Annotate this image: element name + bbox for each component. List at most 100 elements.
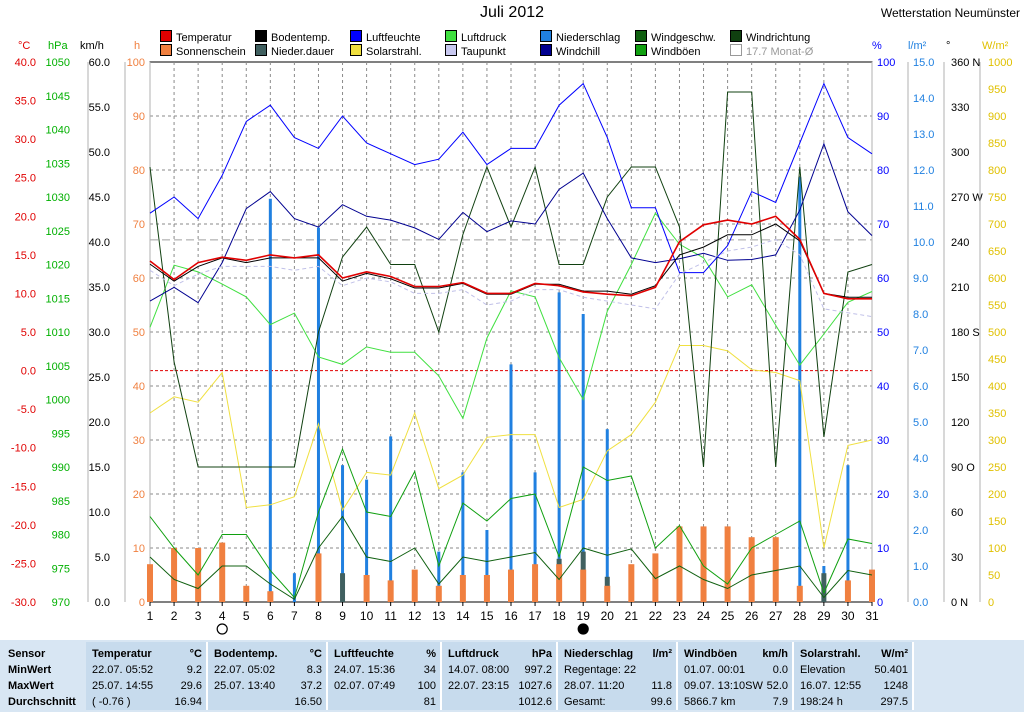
summary-value: 16.50 bbox=[294, 696, 322, 708]
x-tick-label: 5 bbox=[243, 609, 250, 623]
legend-swatch bbox=[350, 30, 362, 42]
summary-panel: Sensor MinWert MaxWert Durchschnitt Temp… bbox=[0, 640, 1024, 712]
legend-item[interactable]: Luftfeuchte bbox=[350, 30, 420, 45]
solar-tick-label: 950 bbox=[988, 84, 1006, 96]
summary-value: 52.0 bbox=[766, 680, 788, 692]
x-tick-label: 11 bbox=[384, 609, 397, 623]
wind-tick-label: 20.0 bbox=[89, 417, 110, 429]
summary-header: Sensor bbox=[8, 648, 46, 660]
x-tick-label: 21 bbox=[625, 609, 639, 623]
pressure-tick-label: 990 bbox=[52, 462, 70, 474]
x-tick-label: 26 bbox=[745, 609, 759, 623]
legend-label: Nieder.dauer bbox=[271, 46, 334, 58]
summary-header: Solarstrahl. bbox=[800, 648, 861, 660]
dir-tick-label: 60 bbox=[951, 507, 963, 519]
sunshine-bar bbox=[171, 548, 178, 602]
solar-tick-label: 50 bbox=[988, 570, 1000, 582]
dir-tick-label: 90 O bbox=[951, 462, 975, 474]
x-tick-label: 7 bbox=[291, 609, 298, 623]
series-line-windben bbox=[149, 447, 873, 599]
x-tick-label: 12 bbox=[408, 609, 422, 623]
legend-item[interactable]: Windgeschw. bbox=[635, 30, 716, 45]
legend-label: Bodentemp. bbox=[271, 32, 331, 44]
summary-value: 7.9 bbox=[772, 696, 788, 708]
temp-tick-label: -10.0 bbox=[11, 443, 36, 455]
summary-label: 14.07. 08:00 bbox=[448, 664, 510, 676]
summary-label: 16.07. 12:55 bbox=[800, 680, 862, 692]
humidity-tick-label: 90 bbox=[877, 111, 889, 123]
humidity-axis-unit: % bbox=[872, 40, 882, 52]
wind-tick-label: 25.0 bbox=[89, 372, 110, 384]
summary-label: 09.07. 13:10SW bbox=[684, 680, 763, 692]
pressure-tick-label: 1020 bbox=[46, 260, 70, 272]
summary-header: Windböen bbox=[684, 648, 738, 660]
legend-label: Solarstrahl. bbox=[366, 46, 422, 58]
sunshine-bar bbox=[147, 564, 153, 602]
temp-tick-label: -30.0 bbox=[11, 597, 36, 609]
x-tick-label: 19 bbox=[577, 609, 591, 623]
x-tick-label: 14 bbox=[456, 609, 470, 623]
x-tick-label: 4 bbox=[219, 609, 226, 623]
full-moon-icon bbox=[216, 623, 228, 635]
precip-tick-label: 13.0 bbox=[913, 129, 934, 141]
temp-tick-label: -20.0 bbox=[11, 520, 36, 532]
precip-tick-label: 15.0 bbox=[913, 57, 934, 69]
humidity-tick-label: 80 bbox=[877, 165, 889, 177]
legend-item[interactable]: Luftdruck bbox=[445, 30, 506, 45]
precip-tick-label: 2.0 bbox=[913, 525, 928, 537]
sunshine-bar bbox=[748, 537, 755, 602]
legend-swatch bbox=[160, 30, 172, 42]
dir-tick-label: 180 S bbox=[951, 327, 980, 339]
summary-unit: km/h bbox=[762, 648, 788, 660]
legend-item[interactable]: Nieder.dauer bbox=[255, 44, 334, 59]
precip-bar bbox=[581, 314, 585, 602]
pressure-tick-label: 1030 bbox=[46, 192, 70, 204]
temp-tick-label: 5.0 bbox=[21, 327, 36, 339]
legend-item[interactable]: Temperatur bbox=[160, 30, 232, 45]
summary-value: 1248 bbox=[883, 680, 908, 692]
legend-item[interactable]: Windböen bbox=[635, 44, 701, 59]
precip-tick-label: 14.0 bbox=[913, 93, 934, 105]
precip-tick-label: 1.0 bbox=[913, 561, 928, 573]
chart-title: Juli 2012 bbox=[479, 4, 545, 21]
legend-swatch bbox=[255, 30, 267, 42]
humidity-tick-label: 40 bbox=[877, 381, 889, 393]
pressure-tick-label: 1010 bbox=[46, 327, 70, 339]
sunshine-bar bbox=[796, 585, 803, 602]
legend-item[interactable]: Windrichtung bbox=[730, 30, 810, 45]
summary-humidity: Luftfeuchte% 24.07. 15:36 34 02.07. 07:49 10… bbox=[328, 642, 442, 710]
sun-tick-label: 50 bbox=[133, 327, 145, 339]
precip-bar bbox=[461, 472, 465, 602]
x-tick-label: 23 bbox=[673, 609, 687, 623]
solar-tick-label: 800 bbox=[988, 165, 1006, 177]
summary-value: 100 bbox=[417, 680, 436, 692]
sunshine-bar bbox=[724, 526, 731, 602]
legend-item[interactable]: 17.7 Monat-Ø bbox=[730, 44, 813, 59]
sun-tick-label: 90 bbox=[133, 111, 145, 123]
precip-bar bbox=[268, 198, 272, 603]
legend-item[interactable]: Niederschlag bbox=[540, 30, 620, 45]
legend-item[interactable]: Bodentemp. bbox=[255, 30, 330, 45]
weather-chart: 40.035.030.025.020.015.010.05.00.0-5.0-1… bbox=[11, 57, 1012, 635]
legend-checkbox[interactable] bbox=[730, 44, 742, 56]
legend-swatch bbox=[635, 44, 647, 56]
temp-tick-label: 40.0 bbox=[15, 57, 36, 69]
sunshine-bar bbox=[363, 575, 370, 602]
pressure-tick-label: 1025 bbox=[46, 226, 70, 238]
legend-item[interactable]: Windchill bbox=[540, 44, 600, 59]
sunshine-bar bbox=[243, 585, 250, 602]
summary-label: 22.07. 05:52 bbox=[92, 664, 154, 676]
summary-value: 997.2 bbox=[524, 664, 552, 676]
legend-item[interactable]: Solarstrahl. bbox=[350, 44, 422, 59]
solar-tick-label: 600 bbox=[988, 273, 1006, 285]
humidity-tick-label: 70 bbox=[877, 219, 889, 231]
solar-tick-label: 700 bbox=[988, 219, 1006, 231]
humidity-tick-label: 50 bbox=[877, 327, 889, 339]
summary-value: 0.0 bbox=[772, 664, 788, 676]
x-tick-label: 20 bbox=[601, 609, 615, 623]
legend-item[interactable]: Taupunkt bbox=[445, 44, 506, 59]
sunshine-bar bbox=[532, 564, 539, 602]
x-tick-label: 9 bbox=[339, 609, 346, 623]
dir-tick-label: 270 W bbox=[951, 192, 983, 204]
legend-item[interactable]: Sonnenschein bbox=[160, 44, 246, 59]
